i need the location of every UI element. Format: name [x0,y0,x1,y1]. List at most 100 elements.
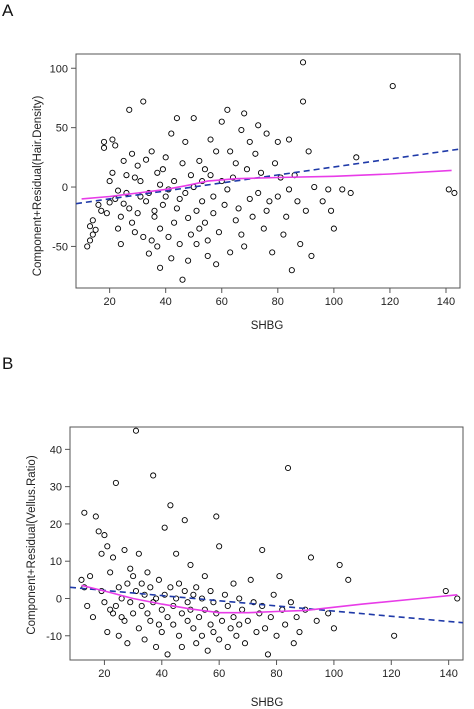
panel-a-point [451,189,458,197]
panel-b-point [259,546,266,554]
panel-a-point [210,210,217,217]
panel-b-marks [70,427,463,658]
panel-a-point [131,174,138,181]
panel-b-point [181,587,188,595]
panel-b-point [170,621,177,628]
panel-a-point [171,178,178,185]
panel-a-point [269,249,276,256]
panel-b-point [241,640,249,647]
panel-a-point [257,169,265,176]
panel-b-ytick-label: -10 [46,631,62,643]
panel-b-point [178,643,185,651]
panel-b-point [132,587,140,595]
panel-a-point [213,261,220,268]
panel-a-point [218,178,225,185]
panel-b-point [187,561,194,568]
panel-a-xtick-label: 80 [272,296,284,308]
panel-a-point [179,160,186,167]
panel-b-point [253,628,260,636]
panel-a-point [229,174,237,181]
panel-b-point [213,513,220,520]
panel-a-point [353,154,360,161]
panel-a-point [182,138,189,145]
panel-b-point [132,427,140,434]
panel-a-fit-line [76,148,460,205]
panel-a-point [148,148,155,155]
panel-a-point [109,136,116,143]
panel-a-xtick-label: 60 [216,296,228,308]
panel-a-plot-area: 20 40 60 80 100 120 140 -50 0 50 100 [50,53,461,308]
panel-a-point [210,193,217,200]
panel-b-point [224,602,231,609]
panel-a-point [255,122,262,129]
panel-a-point [302,207,309,214]
panel-a-point [162,154,169,161]
panel-a-xtick-label: 40 [160,296,172,308]
panel-a-point [100,138,108,145]
panel-b-point [107,606,114,613]
panel-b-point [282,621,289,628]
panel-a-point [89,217,96,224]
panel-a-point [117,213,124,220]
panel-a-point [145,250,152,257]
panel-a-point [168,130,175,137]
panel-b-point [259,602,266,609]
panel-a-point [294,198,301,205]
panel-a-point [154,169,161,176]
panel-a-ytick-label: 0 [62,182,68,194]
panel-a-point [271,160,279,167]
panel-a-point [266,198,273,205]
panel-b-point [167,502,174,509]
panel-b-point [144,610,151,617]
panel-b-point [273,632,280,639]
panel-b-point [124,640,131,647]
panel-b-point [115,584,122,591]
panel-b-point [345,576,352,583]
panel-b-point [184,599,191,606]
panel-a-point [129,219,136,226]
panel-b-point [330,625,337,632]
panel-a-point [86,223,94,230]
panel-a-point [311,183,318,191]
panel-b-point [147,617,154,624]
panel-a-point [252,150,259,157]
panel-a-point [224,106,231,113]
panel-b-point [147,584,154,591]
panel-b-point [98,550,105,557]
panel-a-point [187,172,194,179]
panel-b-point [236,595,243,602]
panel-b-point [130,573,137,580]
panel-a-point [325,186,332,193]
panel-a-point [204,252,211,259]
panel-a-point [157,264,164,271]
panel-a-point [114,225,122,232]
panel-b-point [190,625,197,632]
panel-a-point [238,231,245,238]
panel-a-point [168,255,175,262]
panel-a-point [255,189,262,197]
panel-b-point [193,584,200,591]
panel-b-point [250,599,257,606]
panel-a-point [185,257,192,264]
panel-a-point [241,243,248,250]
panel-a-point [159,201,166,208]
panel-b-point [454,595,461,602]
panel-b-point [150,472,157,479]
panel-b-point [224,643,231,651]
panel-a-frame [75,53,461,289]
panel-b-xtick-label: 60 [213,668,225,680]
panel-b-frame [69,426,464,661]
panel-a-point [201,166,208,173]
panel-a-point [151,213,158,220]
panel-a-point [126,106,133,113]
panel-b-point [161,591,168,598]
panel-a-point [134,210,141,217]
panel-a-point [274,138,281,145]
panel-a-point [100,144,108,151]
panel-b-point [336,561,343,568]
panel-a-point [106,199,113,206]
panel-a-point [165,233,172,240]
panel-a-point [232,160,239,167]
panel-a-point [157,225,164,232]
panel-a-label: A [2,1,14,20]
